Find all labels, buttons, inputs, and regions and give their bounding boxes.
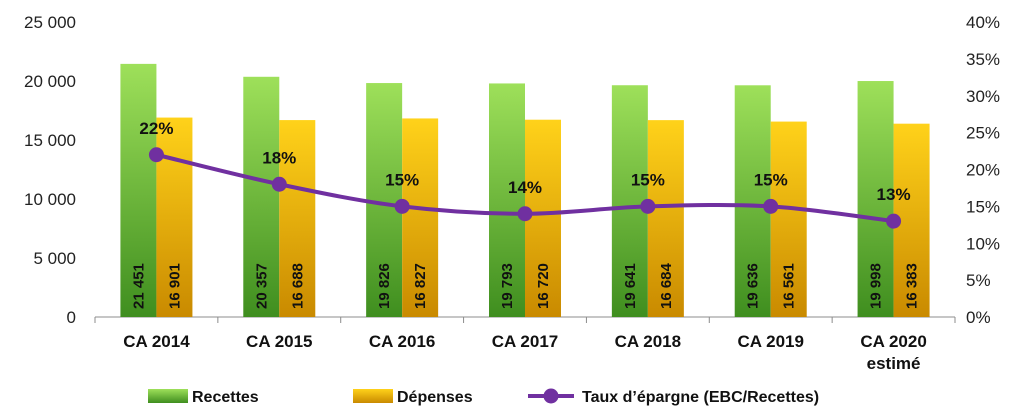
x-category-label: CA 2020	[860, 332, 926, 351]
y-left-tick-label: 20 000	[24, 72, 76, 91]
x-category-label: CA 2015	[246, 332, 312, 351]
bar-depenses	[402, 118, 439, 317]
y-left-tick-label: 5 000	[33, 249, 76, 268]
plot-area: 0 5 000 10 000 15 000 20 000 25 000 0% 5% 10% 15%…	[24, 13, 1000, 373]
y-left-tick-label: 0	[67, 308, 76, 327]
x-category-label: CA 2016	[369, 332, 435, 351]
bar-depenses	[525, 119, 561, 317]
legend-label: Taux d’épargne (EBC/Recettes)	[582, 389, 819, 406]
y-left-tick-label: 15 000	[24, 131, 76, 150]
y-right-tick-label: 15%	[966, 197, 1000, 216]
bar-value-label: 19 641	[622, 263, 639, 309]
y-right-tick-label: 20%	[966, 161, 1000, 180]
bar-depenses	[647, 120, 684, 317]
bar-value-label: 16 827	[412, 263, 429, 309]
x-category-label: CA 2018	[615, 332, 681, 351]
line-point	[640, 198, 656, 214]
bar-value-label: 16 383	[904, 263, 921, 309]
bar-recettes	[243, 76, 280, 317]
bar-value-label: 19 636	[745, 263, 762, 309]
line-value-label: 18%	[262, 148, 296, 167]
bar-value-label: 16 561	[781, 263, 798, 309]
line-point	[886, 213, 902, 229]
y-right-tick-label: 35%	[966, 50, 1000, 69]
y-right-tick-label: 0%	[966, 308, 991, 327]
bar-recettes	[857, 81, 894, 318]
line-value-label: 15%	[754, 170, 788, 189]
line-point	[148, 147, 164, 163]
y-right-tick-label: 5%	[966, 271, 991, 290]
legend-label: Recettes	[192, 389, 259, 406]
bar-recettes	[734, 85, 771, 317]
legend-label: Dépenses	[397, 389, 473, 406]
x-category-label: CA 2019	[737, 332, 803, 351]
bar-value-label: 19 793	[499, 263, 516, 309]
bar-value-label: 16 901	[166, 263, 183, 309]
bar-recettes	[611, 85, 648, 317]
line-point	[517, 206, 533, 222]
y-right-tick-label: 25%	[966, 124, 1000, 143]
legend-marker	[543, 388, 559, 404]
bar-recettes	[489, 83, 525, 317]
bar-recettes	[120, 63, 157, 317]
bar-value-label: 16 688	[289, 263, 306, 309]
y-right-tick-label: 40%	[966, 13, 1000, 32]
line-point	[763, 198, 779, 214]
bar-value-label: 16 684	[658, 262, 675, 309]
line-value-label: 14%	[508, 178, 542, 197]
line-value-label: 15%	[631, 170, 665, 189]
y-left-tick-label: 10 000	[24, 190, 76, 209]
x-category-label: CA 2017	[492, 332, 558, 351]
line-point	[394, 198, 410, 214]
line-value-label: 15%	[385, 170, 419, 189]
legend-swatch-recettes	[148, 389, 188, 403]
legend: Recettes Dépenses Taux d’épargne (EBC/Rece…	[148, 388, 819, 406]
bar-value-label: 21 451	[130, 263, 147, 309]
x-category-label: CA 2014	[123, 332, 190, 351]
bar-depenses	[279, 120, 316, 317]
line-value-label: 22%	[139, 119, 173, 138]
bar-value-label: 19 998	[868, 263, 885, 309]
legend-swatch-depenses	[353, 389, 393, 403]
x-category-label: estimé	[867, 354, 921, 373]
y-left-tick-label: 25 000	[24, 13, 76, 32]
y-right-tick-label: 10%	[966, 234, 1000, 253]
bar-value-label: 19 826	[376, 263, 393, 309]
bar-value-label: 16 720	[535, 263, 552, 309]
y-right-tick-label: 30%	[966, 87, 1000, 106]
line-point	[271, 176, 287, 192]
bar-value-label: 20 357	[253, 263, 270, 309]
bar-depenses	[770, 121, 807, 317]
line-value-label: 13%	[877, 185, 911, 204]
